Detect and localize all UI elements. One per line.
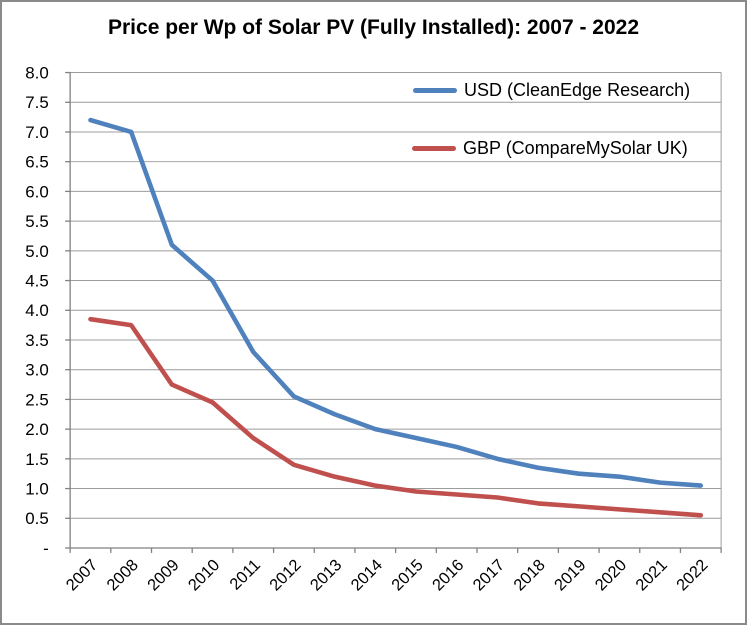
x-tick-label: 2015 [388,556,427,594]
x-tick-label: 2007 [63,556,102,594]
x-tick-label: 2022 [673,556,712,594]
x-tick-label: 2014 [348,556,387,594]
y-tick-label: 1.5 [25,450,48,469]
y-tick-label: 8.0 [25,64,48,83]
y-tick-label: 7.5 [25,93,48,112]
y-tick-label: 6.5 [25,153,48,172]
x-tick-label: 2018 [510,556,549,594]
x-tick-label: 2012 [266,556,305,594]
usd-series-line [88,117,704,488]
y-tick-label: 1.0 [25,480,48,499]
chart-title: Price per Wp of Solar PV (Fully Installe… [108,16,639,39]
y-tick-label: 5.5 [25,212,48,231]
x-tick-label: 2011 [226,556,264,594]
y-tick-label: 3.5 [25,331,48,350]
x-tick-label: 2017 [470,556,509,594]
y-tick-label: 5.0 [25,242,48,261]
y-tick-label: 0.5 [25,509,48,528]
y-tick-label: 2.0 [25,420,48,439]
y-tick-label: 6.0 [25,182,48,201]
y-tick-label: 3.0 [25,361,48,380]
x-tick-label: 2010 [185,556,224,594]
x-tick-label: 2016 [429,556,468,594]
y-tick-label: - [43,539,49,558]
x-tick-label: 2021 [632,556,671,594]
y-tick-label: 4.5 [25,272,48,291]
x-tick-label: 2013 [307,556,346,594]
x-tick-label: 2020 [592,556,631,594]
gbp-series-line [88,316,704,518]
x-tick-label: 2008 [103,556,142,594]
y-tick-label: 4.0 [25,301,48,320]
x-tick-label: 2009 [144,556,183,594]
y-tick-label: 7.0 [25,123,48,142]
x-tick-label: 2019 [551,556,590,594]
y-tick-label: 2.5 [25,390,48,409]
